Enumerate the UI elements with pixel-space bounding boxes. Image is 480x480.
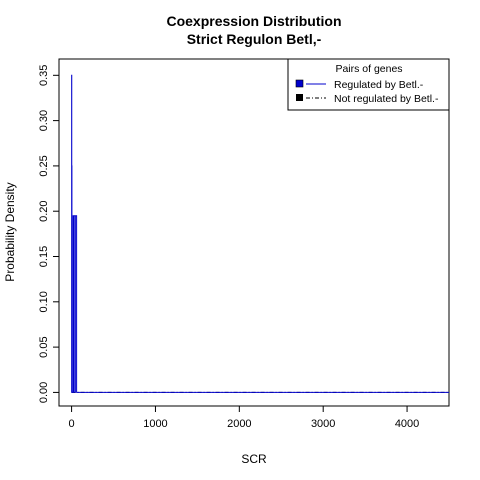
series-line-regulated: [71, 74, 449, 393]
series-layer: [71, 74, 449, 393]
x-tick-label: 3000: [311, 418, 335, 430]
x-axis: 0 1000 2000 3000 4000: [69, 406, 419, 430]
x-tick-label: 4000: [395, 418, 419, 430]
legend-title: Pairs of genes: [335, 63, 402, 75]
y-tick-label: 0.35: [38, 65, 50, 86]
legend-swatch-regulated: [295, 79, 304, 88]
y-tick-label: 0.30: [38, 110, 50, 131]
y-axis-label: Probability Density: [3, 182, 17, 281]
legend: Pairs of genes Regulated by Betl.- Not r…: [287, 58, 450, 111]
chart-title: Coexpression Distribution: [166, 13, 341, 29]
chart-subtitle: Strict Regulon Betl,-: [187, 31, 322, 47]
y-tick-label: 0.25: [38, 155, 50, 176]
y-tick-label: 0.10: [38, 291, 50, 312]
legend-label-regulated: Regulated by Betl.-: [334, 79, 424, 91]
x-tick-label: 2000: [227, 418, 251, 430]
y-tick-label: 0.05: [38, 336, 50, 357]
y-axis: 0.00 0.05 0.10 0.15 0.20 0.25 0.30 0.35: [38, 65, 59, 403]
plot-frame: [58, 58, 450, 407]
y-tick-label: 0.20: [38, 200, 50, 221]
y-tick-label: 0.00: [38, 382, 50, 403]
legend-swatch-not-regulated: [296, 94, 303, 101]
x-axis-label: SCR: [241, 452, 267, 466]
legend-label-not-regulated: Not regulated by Betl.-: [334, 93, 439, 105]
x-tick-label: 0: [69, 418, 75, 430]
y-tick-label: 0.15: [38, 246, 50, 267]
x-tick-label: 1000: [143, 418, 167, 430]
